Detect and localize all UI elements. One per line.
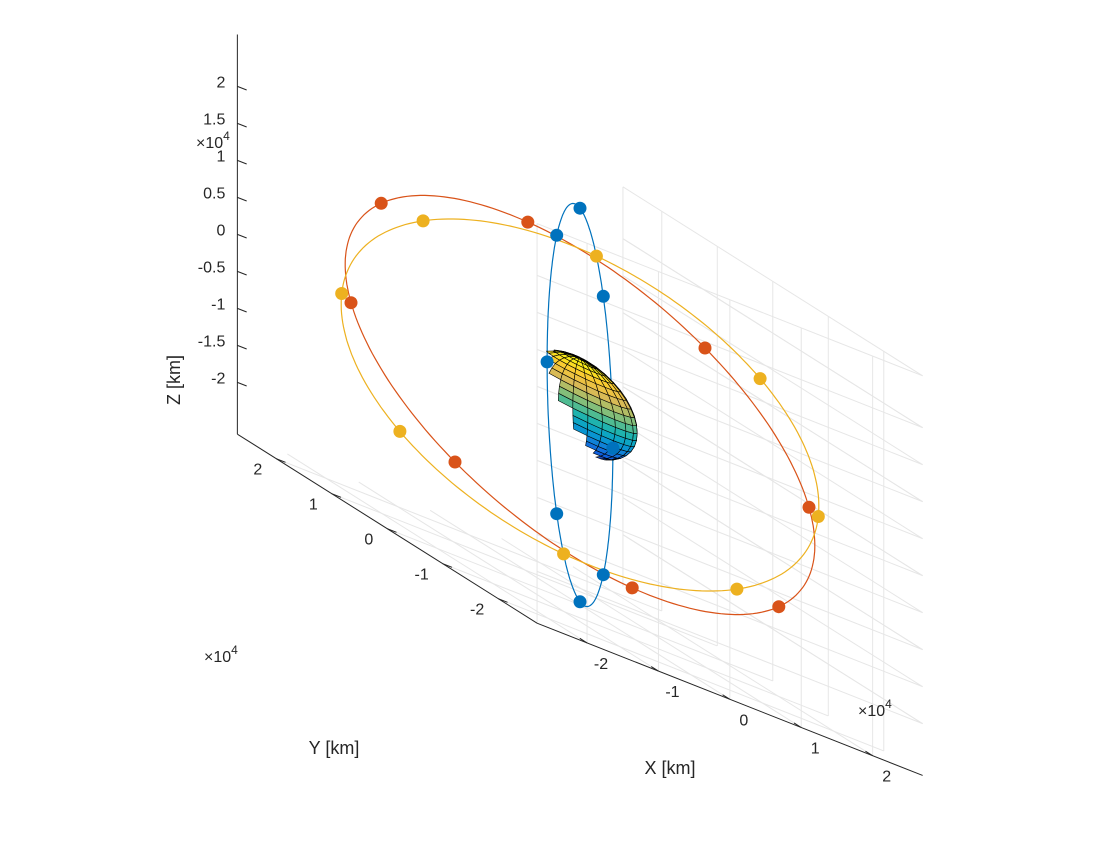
x-tick-label: 2 (882, 769, 891, 786)
satellite-1-marker (574, 202, 587, 215)
satellite-2-marker (345, 296, 358, 309)
y-tick-label: 2 (253, 462, 262, 479)
satellite-3-marker (335, 287, 348, 300)
x-tick-label: -2 (594, 656, 608, 673)
z-tick-label: 0 (216, 222, 225, 239)
satellite-3-marker (393, 425, 406, 438)
z-axis-label: Z [km] (164, 355, 184, 405)
gridline (332, 494, 718, 646)
satellite-1-marker (597, 290, 610, 303)
satellite-3-marker (754, 372, 767, 385)
z-tick (237, 86, 246, 90)
earth-face (633, 433, 638, 440)
z-tick-label: 1.5 (203, 111, 225, 128)
satellite-1-marker (550, 229, 563, 242)
z-tick-label: -1.5 (198, 333, 226, 350)
tick-labels: -2 -1 0 1 2 -2 -1 0 1 2 2 1.5 1 0.5 0 -0.5 -1 -1.5 -2 (198, 74, 891, 785)
x-axis-label: X [km] (644, 758, 695, 778)
y-axis-label: Y [km] (309, 738, 360, 758)
satellite-1-marker (597, 568, 610, 581)
y-tick-label: 1 (309, 497, 318, 514)
satellite-3-marker (730, 583, 743, 596)
z-tick (237, 234, 246, 238)
satellite-2-marker (772, 600, 785, 613)
satellite-3-marker (812, 510, 825, 523)
gridline (502, 539, 802, 728)
z-tick (237, 197, 246, 201)
x-tick-label: 1 (811, 741, 820, 758)
satellite-3-marker (557, 547, 570, 560)
z-tick (237, 308, 246, 312)
satellite-2-marker (699, 342, 712, 355)
y-tick-label: -1 (414, 567, 428, 584)
z-tick (237, 123, 246, 127)
z-tick-label: -1 (211, 296, 225, 313)
z-tick-label: -0.5 (198, 259, 226, 276)
satellite-2-marker (449, 456, 462, 469)
y-tick-label: 0 (364, 532, 373, 549)
z-tick-label: 0.5 (203, 185, 225, 202)
y-exponent-label: ×104 (204, 643, 238, 666)
z-tick-label: 2 (216, 74, 225, 91)
satellite-1-marker (541, 355, 554, 368)
satellite-3-marker (590, 250, 603, 263)
y-tick-label: -2 (470, 602, 484, 619)
satellite-1-marker (606, 442, 619, 455)
satellite-2-marker (626, 581, 639, 594)
z-tick-label: -2 (211, 370, 225, 387)
gridline (573, 567, 873, 756)
earth-sphere (547, 350, 638, 460)
earth-face (633, 426, 638, 434)
z-tick (237, 382, 246, 386)
z-tick-label: 1 (216, 148, 225, 165)
x-tick-label: -1 (665, 684, 679, 701)
x-tick-label: 0 (739, 712, 748, 729)
z-tick (237, 160, 246, 164)
gridline (276, 459, 662, 611)
z-tick (237, 271, 246, 275)
satellite-3-marker (417, 214, 430, 227)
satellite-1-marker (574, 595, 587, 608)
satellite-2-marker (803, 501, 816, 514)
satellite-2-marker (375, 197, 388, 210)
z-tick (237, 345, 246, 349)
satellite-2-marker (521, 216, 534, 229)
satellite-1-marker (550, 507, 563, 520)
